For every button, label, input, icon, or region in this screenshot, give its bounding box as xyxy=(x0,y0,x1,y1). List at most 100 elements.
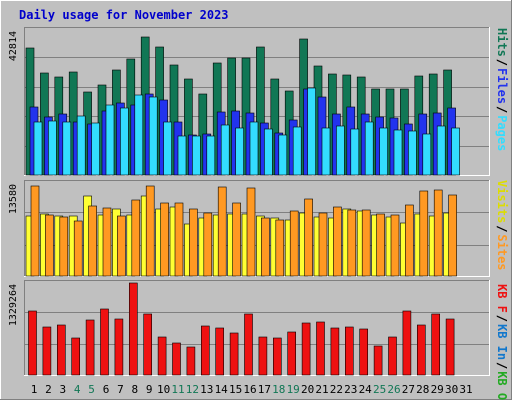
bar-sites-day-12 xyxy=(189,208,198,277)
bar-sites-day-2 xyxy=(45,214,54,277)
panel-scale-label: 1329264 xyxy=(8,284,19,326)
bar-kb-f-day-16 xyxy=(244,313,253,376)
bar-sites-day-6 xyxy=(102,207,112,277)
day-label: 11 xyxy=(171,383,184,396)
day-label: 28 xyxy=(416,383,429,396)
bar-pages-day-23 xyxy=(350,128,360,176)
bar-sites-day-13 xyxy=(203,212,213,277)
bar-pages-day-29 xyxy=(436,125,446,176)
bar-pages-day-10 xyxy=(163,121,172,176)
bar-pages-day-1 xyxy=(33,121,43,176)
bar-sites-day-22 xyxy=(333,206,342,277)
bar-sites-day-23 xyxy=(347,209,357,277)
panel-visits-sites: 13580 Visits / Sites xyxy=(8,180,509,277)
side-label-files: Files xyxy=(495,68,509,104)
day-label: 3 xyxy=(59,383,66,396)
day-label: 21 xyxy=(315,383,328,396)
bar-kb-f-day-25 xyxy=(373,345,383,376)
bar-pages-day-11 xyxy=(177,135,187,176)
day-label: 12 xyxy=(186,383,199,396)
day-label: 6 xyxy=(103,383,110,396)
day-label: 5 xyxy=(88,383,95,396)
day-label: 26 xyxy=(387,383,400,396)
day-label: 16 xyxy=(243,383,256,396)
bar-kb-f-day-18 xyxy=(272,337,282,376)
bar-kb-f-day-1 xyxy=(28,310,37,376)
bar-pages-day-13 xyxy=(206,135,216,176)
bar-sites-day-19 xyxy=(289,210,299,277)
bar-sites-day-1 xyxy=(30,185,40,277)
bar-sites-day-3 xyxy=(59,216,69,277)
day-label: 20 xyxy=(301,383,314,396)
bar-kb-f-day-9 xyxy=(143,313,152,376)
day-label: 29 xyxy=(431,383,444,396)
bar-sites-day-14 xyxy=(217,186,227,277)
day-label: 30 xyxy=(445,383,458,396)
bar-kb-f-day-30 xyxy=(445,318,455,376)
side-label-hits: Hits xyxy=(495,28,509,57)
bar-kb-f-day-2 xyxy=(42,326,52,376)
bar-pages-day-5 xyxy=(91,122,100,176)
side-label-pages: Pages xyxy=(495,115,509,151)
bar-kb-f-day-11 xyxy=(172,342,181,376)
bar-kb-f-day-22 xyxy=(330,327,340,376)
bar-kb-f-day-7 xyxy=(114,318,124,376)
bar-kb-f-day-26 xyxy=(388,336,397,376)
bar-kb-f-day-23 xyxy=(344,326,354,376)
bar-pages-day-27 xyxy=(408,130,417,176)
day-label: 24 xyxy=(359,383,373,396)
bar-pages-day-24 xyxy=(364,121,374,176)
bar-pages-day-22 xyxy=(336,125,345,176)
bar-sites-day-16 xyxy=(246,187,256,277)
bar-pages-day-21 xyxy=(321,127,331,176)
panel-scale-label: 42814 xyxy=(8,31,19,61)
bar-sites-day-25 xyxy=(376,213,385,277)
bar-sites-day-26 xyxy=(390,214,400,277)
bar-kb-f-day-19 xyxy=(287,331,297,376)
bar-pages-day-16 xyxy=(249,121,259,176)
day-label: 14 xyxy=(215,383,229,396)
bar-sites-day-5 xyxy=(88,205,97,277)
day-label: 4 xyxy=(74,383,81,396)
panel-side-labels: Visits / Sites xyxy=(495,180,509,271)
side-label-separator: / xyxy=(495,225,509,232)
side-label-sites: Sites xyxy=(495,234,509,270)
bar-pages-day-2 xyxy=(48,120,57,176)
bar-sites-day-20 xyxy=(304,198,313,277)
bar-sites-day-28 xyxy=(419,190,429,277)
bar-kb-f-day-12 xyxy=(186,346,196,376)
bar-pages-day-6 xyxy=(105,104,115,176)
bar-kb-f-day-6 xyxy=(100,308,109,376)
bar-pages-day-7 xyxy=(120,107,129,176)
side-label-separator: / xyxy=(495,106,509,113)
panel-side-labels: KB F / KB In / KB Out xyxy=(495,284,509,400)
day-label: 13 xyxy=(200,383,213,396)
day-label: 27 xyxy=(402,383,415,396)
bar-pages-day-9 xyxy=(148,96,158,176)
bar-sites-day-4 xyxy=(73,220,83,277)
bar-kb-f-day-10 xyxy=(157,336,167,376)
bar-sites-day-30 xyxy=(448,194,457,277)
day-label: 9 xyxy=(146,383,153,396)
bar-sites-day-27 xyxy=(405,204,414,277)
day-label: 2 xyxy=(45,383,52,396)
series-kb-f xyxy=(28,282,455,376)
bar-pages-day-26 xyxy=(393,129,403,176)
bar-sites-day-11 xyxy=(174,202,184,277)
bar-kb-f-day-20 xyxy=(301,322,311,376)
bar-kb-f-day-17 xyxy=(258,336,268,376)
bar-sites-day-15 xyxy=(232,202,241,277)
day-label: 1 xyxy=(31,383,38,396)
series-sites xyxy=(30,185,457,277)
bar-pages-day-25 xyxy=(379,127,388,176)
bar-kb-f-day-5 xyxy=(85,319,95,376)
bar-pages-day-14 xyxy=(220,124,230,176)
day-label: 7 xyxy=(117,383,124,396)
bar-pages-day-18 xyxy=(278,134,288,176)
day-label: 10 xyxy=(157,383,170,396)
bar-sites-day-8 xyxy=(131,199,141,277)
day-label: 31 xyxy=(459,383,472,396)
